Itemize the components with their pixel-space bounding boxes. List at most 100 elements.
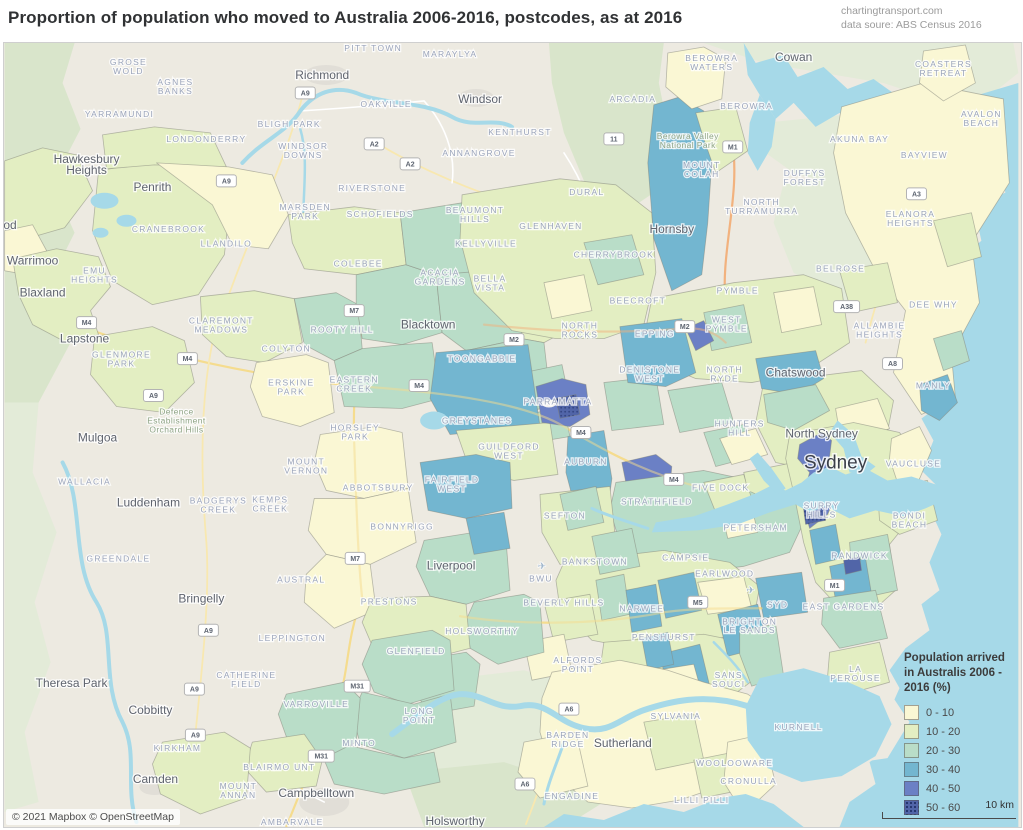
road-shield: M2 <box>674 320 696 334</box>
legend-swatch <box>904 705 919 720</box>
postcode-region[interactable] <box>465 512 511 555</box>
legend-item[interactable]: 50 - 60 <box>904 798 1019 817</box>
map-label-suburb: SEFTON <box>544 510 586 520</box>
postcode-region[interactable] <box>667 382 735 433</box>
legend-item[interactable]: 20 - 30 <box>904 741 1019 760</box>
postcode-region[interactable] <box>843 555 862 575</box>
postcode-region[interactable] <box>919 374 958 421</box>
map-label-suburb: VARROVILLE <box>283 699 349 709</box>
source-site: chartingtransport.com <box>841 5 943 17</box>
map-label-town: Theresa Park <box>36 676 108 690</box>
map-label-town: Windsor <box>458 92 502 106</box>
postcode-region[interactable] <box>307 488 417 565</box>
postcode-region[interactable] <box>665 46 727 110</box>
map-label-town: ood <box>4 218 17 232</box>
source-dataset: data soure: ABS Census 2016 <box>841 19 982 31</box>
map-label-town: Sutherland <box>594 736 652 750</box>
postcode-region[interactable] <box>773 286 823 334</box>
postcode-region[interactable] <box>156 162 289 250</box>
postcode-region[interactable] <box>933 212 982 268</box>
postcode-region[interactable] <box>543 274 593 320</box>
map-label-suburb: BONDI BEACH <box>892 510 928 529</box>
postcode-region[interactable] <box>559 486 605 531</box>
svg-text:M4: M4 <box>82 320 92 327</box>
road-shield: M5 <box>687 595 709 609</box>
svg-text:M1: M1 <box>728 144 738 151</box>
map-label-suburb: GLENMORE PARK <box>92 350 151 369</box>
scale-label: 10 km <box>985 799 1014 811</box>
postcode-region[interactable] <box>619 318 697 387</box>
postcode-region[interactable] <box>249 354 335 427</box>
postcode-region[interactable] <box>933 330 970 371</box>
map-label-suburb: PYMBLE <box>717 286 759 296</box>
postcode-region[interactable] <box>361 629 455 705</box>
map-label-suburb: OAKVILLE <box>360 99 411 109</box>
map-label-suburb: DURAL <box>569 187 604 197</box>
postcode-region[interactable] <box>543 593 599 643</box>
legend-item[interactable]: 40 - 50 <box>904 779 1019 798</box>
map-label-suburb: BONNYRIGG <box>370 521 433 531</box>
postcode-region[interactable] <box>591 527 641 575</box>
postcode-region[interactable] <box>695 106 749 174</box>
map-label-suburb: MOUNT ANNAN <box>220 781 258 800</box>
postcode-region[interactable] <box>199 290 303 363</box>
postcode-region[interactable] <box>821 589 888 649</box>
svg-text:M4: M4 <box>183 356 193 363</box>
map-label-suburb: GLENFIELD <box>387 646 446 656</box>
road-shield: A9 <box>183 682 205 696</box>
map-label-suburb: KENTHURST <box>488 127 551 137</box>
road-shield: M4 <box>76 316 98 330</box>
map-label-suburb: EASTERN CREEK <box>330 375 379 394</box>
legend-title-line: in Australis 2006 - <box>904 667 1003 679</box>
map-label-suburb: CATHERINE FIELD <box>216 670 276 689</box>
legend-item[interactable]: 0 - 10 <box>904 703 1019 722</box>
postcode-region[interactable] <box>763 384 830 431</box>
map-label-town: Lapstone <box>60 332 110 346</box>
map-label-suburb: SYD <box>767 599 788 609</box>
map-label-suburb: DENISTONE WEST <box>619 365 680 384</box>
map-label-suburb: AGNES BANKS <box>157 77 193 96</box>
map-label-suburb: HORSLEY PARK <box>330 423 380 442</box>
legend-item[interactable]: 30 - 40 <box>904 760 1019 779</box>
map-svg[interactable]: Berowra Valley National Park Defence Establ… <box>4 43 1021 827</box>
map-label-suburb: GREYSTANES <box>442 416 512 426</box>
map-label-city: Sydney <box>804 452 868 473</box>
postcode-region[interactable] <box>419 454 513 519</box>
choropleth-layer[interactable] <box>4 44 1010 815</box>
map-label-suburb: LA PEROUSE <box>830 664 881 683</box>
postcode-region[interactable] <box>755 571 809 619</box>
map-label-suburb: BELLA VISTA <box>474 274 507 293</box>
map-label-town: Campbelltown <box>278 786 354 800</box>
map-label-suburb: WOOLOOWARE <box>696 758 773 768</box>
map-canvas[interactable]: Berowra Valley National Park Defence Establ… <box>3 42 1022 828</box>
road-shield: A9 <box>215 174 237 188</box>
map-label-suburb: MARAYLYA <box>423 49 478 59</box>
map-label-suburb: BANKSTOWN <box>562 556 628 566</box>
postcode-region[interactable] <box>303 553 377 629</box>
map-legend[interactable]: Population arrived in Australis 2006 - 201… <box>904 651 1019 817</box>
map-label-suburb: TOONGABBIE <box>448 354 517 364</box>
map-label-suburb: RANDWICK <box>831 550 888 560</box>
legend-items[interactable]: 0 - 10 10 - 20 20 - 30 30 - 40 40 - 50 50 - 6… <box>904 703 1019 817</box>
map-label-town: Cobbitty <box>129 703 173 717</box>
postcode-region[interactable] <box>919 44 976 102</box>
postcode-region[interactable] <box>583 234 645 286</box>
postcode-region[interactable] <box>90 326 195 413</box>
legend-item-label: 0 - 10 <box>926 706 955 719</box>
postcode-region[interactable] <box>152 731 251 815</box>
map-label-suburb: LILLI PILLI <box>674 795 729 805</box>
postcode-region[interactable] <box>323 741 441 795</box>
postcode-region[interactable] <box>809 523 842 565</box>
map-label-suburb: ACACIA GARDENS <box>415 268 466 287</box>
map-label-suburb: CRANEBROOK <box>132 224 205 234</box>
map-label-town: Hawkesbury Heights <box>54 152 120 177</box>
legend-item[interactable]: 10 - 20 <box>904 722 1019 741</box>
postcode-region[interactable] <box>641 631 675 671</box>
svg-text:M7: M7 <box>350 556 360 563</box>
map-label-suburb: MANLY <box>916 381 951 391</box>
road-shield: A9 <box>294 86 316 100</box>
map-label-suburb: COASTERS RETREAT <box>915 59 972 78</box>
map-label-suburb: BLIGH PARK <box>258 119 321 129</box>
map-label-suburb: BRIGHTON LE SANDS <box>722 616 777 635</box>
map-label-town: Cowan <box>775 50 812 64</box>
